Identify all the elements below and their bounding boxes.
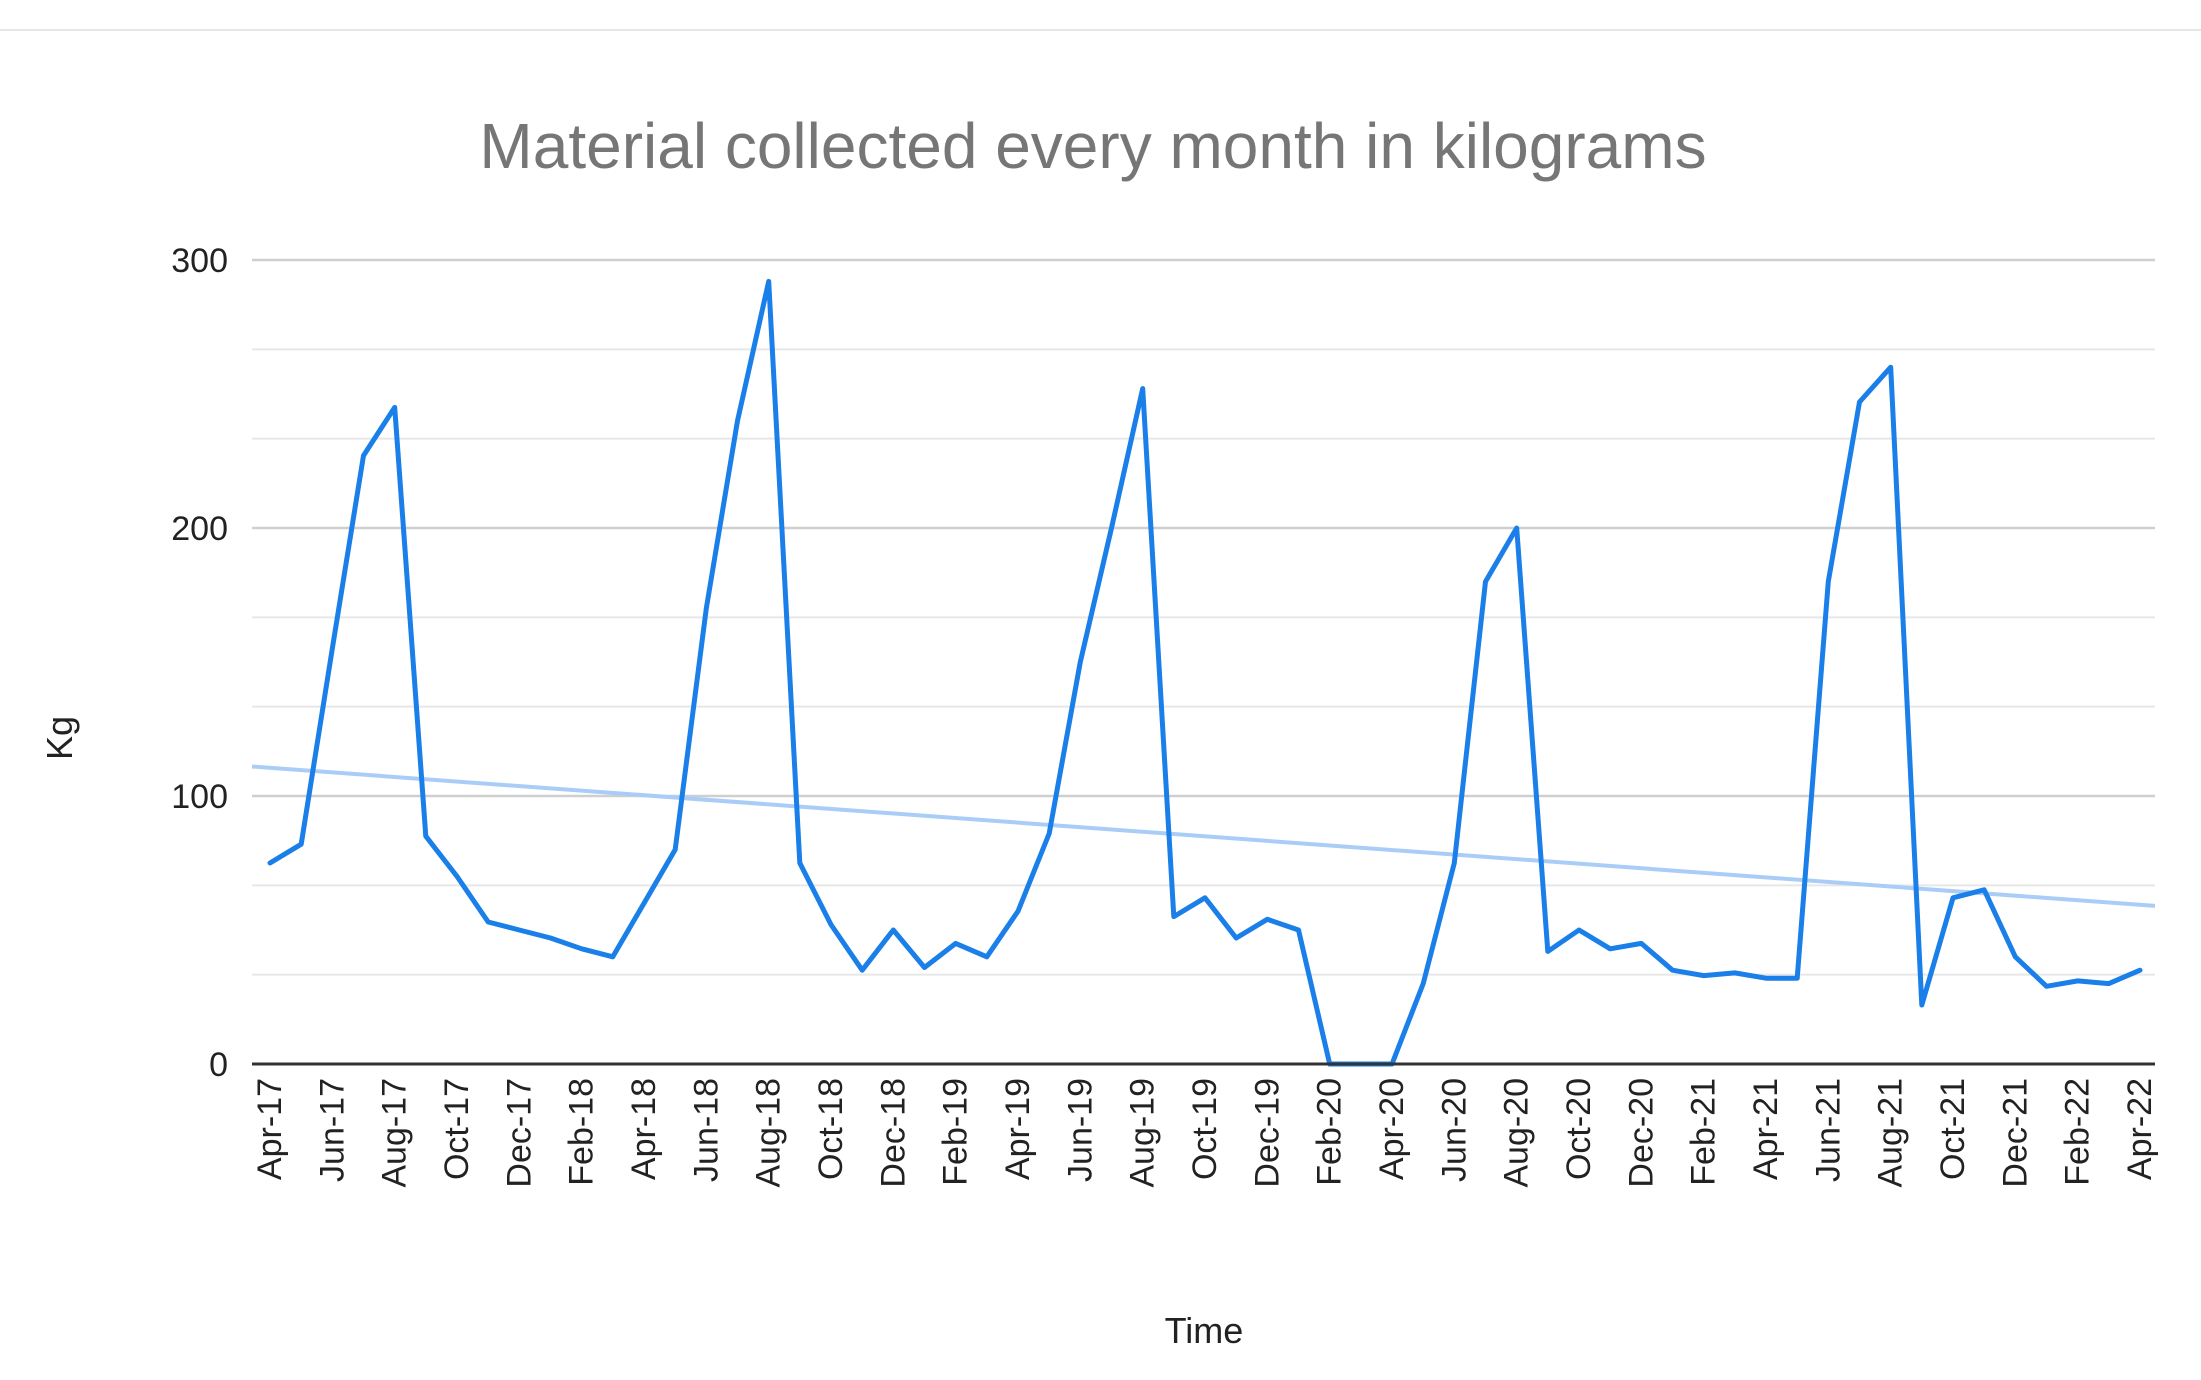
series-group: [267, 278, 2143, 1067]
series-line: [267, 278, 2143, 1067]
x-tick-label: Aug-20: [1498, 1078, 1536, 1188]
y-tick-label: 200: [171, 510, 228, 548]
y-tick-label: 300: [171, 242, 228, 280]
x-tick-label: Apr-21: [1747, 1078, 1785, 1180]
x-tick-label: Aug-18: [750, 1078, 788, 1188]
y-tick-label: 100: [171, 778, 228, 816]
trend-line: [251, 764, 2156, 908]
y-axis-label: Kg: [39, 716, 80, 760]
x-tick-label: Apr-20: [1373, 1078, 1411, 1180]
x-tick-label: Feb-22: [2059, 1078, 2097, 1186]
x-tick-label: Oct-18: [812, 1078, 850, 1180]
x-tick-label: Oct-21: [1934, 1078, 1972, 1180]
x-tick-label: Jun-21: [1809, 1078, 1847, 1182]
x-axis-label: Time: [1165, 1310, 1244, 1351]
x-tick-label: Aug-17: [376, 1078, 414, 1188]
x-tick-label: Oct-17: [438, 1078, 476, 1180]
x-tick-label: Dec-21: [1996, 1078, 2034, 1188]
gridlines: [252, 258, 2155, 976]
x-tick-label: Apr-17: [251, 1078, 289, 1180]
x-axis-ticks: Apr-17 Jun-17 Aug-17 Oct-17 Dec-17 Feb-18 Apr-…: [251, 1078, 2159, 1188]
chart-title: Material collected every month in kilogr…: [479, 110, 1706, 182]
y-axis-ticks: 0 100 200 300: [171, 242, 228, 1084]
x-tick-label: Dec-20: [1622, 1078, 1660, 1188]
x-tick-label: Dec-17: [500, 1078, 538, 1188]
x-tick-label: Jun-19: [1061, 1078, 1099, 1182]
x-tick-label: Feb-18: [563, 1078, 601, 1186]
x-tick-label: Dec-19: [1248, 1078, 1286, 1188]
x-tick-label: Jun-17: [313, 1078, 351, 1182]
x-tick-label: Apr-19: [999, 1078, 1037, 1180]
x-tick-label: Jun-18: [687, 1078, 725, 1182]
x-tick-label: Aug-21: [1872, 1078, 1910, 1188]
x-tick-label: Apr-18: [625, 1078, 663, 1180]
x-tick-label: Aug-19: [1124, 1078, 1162, 1188]
x-tick-label: Dec-18: [874, 1078, 912, 1188]
x-tick-label: Oct-20: [1560, 1078, 1598, 1180]
x-tick-label: Feb-20: [1311, 1078, 1349, 1186]
x-tick-label: Jun-20: [1435, 1078, 1473, 1182]
x-tick-label: Feb-19: [937, 1078, 975, 1186]
y-tick-label: 0: [209, 1046, 228, 1084]
x-tick-label: Apr-22: [2121, 1078, 2159, 1180]
trend-line-group: [251, 764, 2156, 908]
x-tick-label: Feb-21: [1685, 1078, 1723, 1186]
x-tick-label: Oct-19: [1186, 1078, 1224, 1180]
